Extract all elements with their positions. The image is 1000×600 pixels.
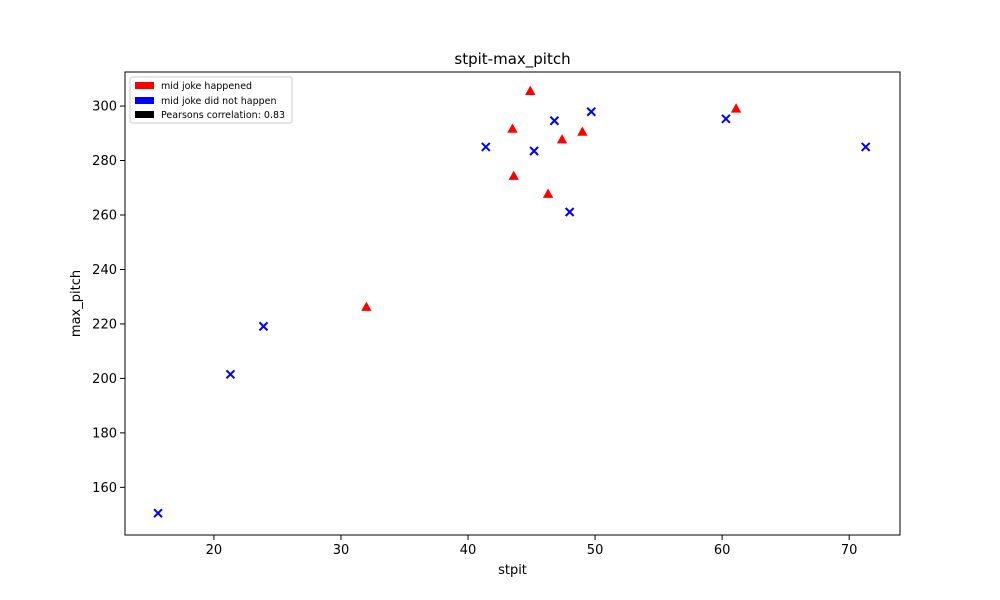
y-tick-label: 260	[92, 208, 117, 223]
y-tick-label: 200	[92, 372, 117, 387]
legend-label-happened: mid joke happened	[161, 81, 252, 92]
legend-label-correlation: Pearsons correlation: 0.83	[161, 110, 285, 121]
data-point-x	[586, 107, 596, 117]
x-tick-label: 70	[841, 543, 858, 558]
y-tick-label: 160	[92, 481, 117, 496]
data-point-x	[529, 146, 539, 156]
legend-swatch-black	[135, 111, 154, 118]
data-point-x	[721, 114, 731, 124]
plot-frame	[124, 71, 901, 536]
x-tick-label: 30	[333, 543, 350, 558]
y-tick-label: 220	[92, 317, 117, 332]
x-axis-label: stpit	[498, 563, 527, 578]
data-point-triangle	[556, 134, 568, 144]
y-axis-label: max_pitch	[69, 270, 84, 337]
data-point-triangle	[525, 85, 536, 95]
data-point-x	[549, 116, 560, 126]
data-point-triangle	[542, 188, 554, 198]
legend-swatch-blue	[135, 97, 154, 104]
data-point-triangle	[730, 103, 742, 113]
data-point-x	[481, 142, 491, 152]
y-tick-label: 280	[92, 154, 117, 169]
x-tick-label: 20	[206, 543, 223, 558]
legend-swatch-red	[135, 82, 154, 89]
y-tick-label: 300	[92, 100, 117, 115]
axis-ticks: 20 30 40 50 60 70 160 180 200 220 240 260 280 300	[92, 100, 857, 558]
chart-title: stpit-max_pitch	[454, 50, 570, 69]
y-tick-label: 240	[92, 263, 117, 278]
data-point-x	[153, 508, 163, 518]
data-point-x	[225, 369, 236, 380]
data-point-triangle	[508, 170, 519, 180]
legend: mid joke happened mid joke did not happe…	[129, 76, 293, 124]
data-point-triangle	[507, 123, 518, 133]
x-tick-label: 40	[460, 543, 477, 558]
legend-label-not-happened: mid joke did not happen	[161, 96, 277, 107]
data-point-x	[860, 142, 871, 152]
plot-marks	[153, 85, 871, 518]
x-tick-label: 50	[587, 543, 604, 558]
data-point-triangle	[577, 126, 588, 136]
y-tick-label: 180	[92, 426, 117, 441]
legend-box	[129, 76, 293, 124]
data-point-triangle	[361, 301, 372, 311]
data-point-x	[564, 207, 575, 217]
x-tick-label: 60	[714, 543, 731, 558]
data-point-x	[258, 321, 269, 332]
